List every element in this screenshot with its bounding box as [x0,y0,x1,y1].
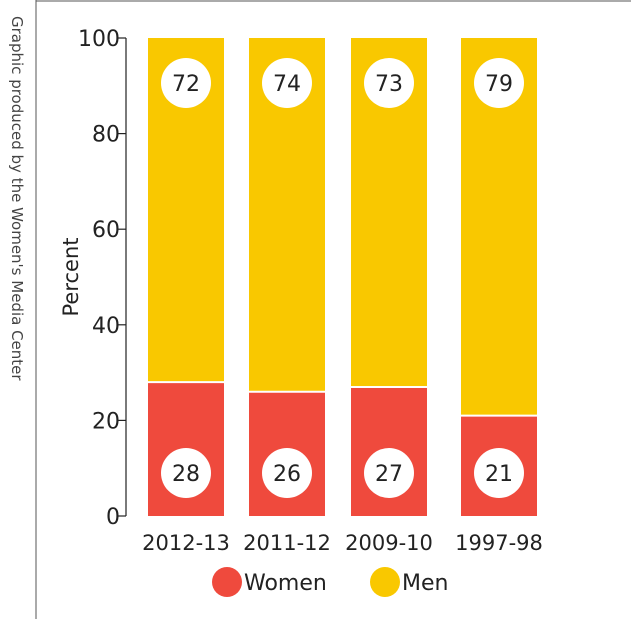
credit-panel: Graphic produced by the Women's Media Ce… [0,0,36,619]
y-axis-label: Percent [59,237,83,316]
x-category-label-1997-98: 1997-98 [455,531,543,555]
women-value-badge-2011-12 [262,448,312,498]
y-tick-label-60: 60 [92,218,120,243]
women-value-label-1997-98: 21 [485,462,513,487]
y-tick-label-100: 100 [78,27,120,52]
credit-text: Graphic produced by the Women's Media Ce… [8,16,26,381]
x-category-label-2009-10: 2009-10 [345,531,433,555]
men-value-badge-2011-12 [262,58,312,108]
men-value-label-1997-98: 79 [485,72,513,97]
legend-swatch-women [212,567,242,597]
x-category-label-2012-13: 2012-13 [142,531,230,555]
women-value-label-2012-13: 28 [172,462,200,487]
y-tick-label-80: 80 [92,123,120,148]
y-tick-label-40: 40 [92,314,120,339]
women-value-label-2009-10: 27 [375,462,403,487]
y-tick-label-20: 20 [92,409,120,434]
y-tick-label-0: 0 [106,505,120,530]
men-value-badge-2009-10 [364,58,414,108]
women-value-badge-1997-98 [474,448,524,498]
men-value-label-2012-13: 72 [172,72,200,97]
men-value-label-2011-12: 74 [273,72,301,97]
women-value-badge-2009-10 [364,448,414,498]
women-value-badge-2012-13 [161,448,211,498]
legend-label-men: Men [402,571,448,596]
men-value-badge-1997-98 [474,58,524,108]
men-value-label-2009-10: 73 [375,72,403,97]
men-value-badge-2012-13 [161,58,211,108]
legend-swatch-men [370,567,400,597]
legend-label-women: Women [244,571,327,596]
women-value-label-2011-12: 26 [273,462,301,487]
x-category-label-2011-12: 2011-12 [243,531,331,555]
